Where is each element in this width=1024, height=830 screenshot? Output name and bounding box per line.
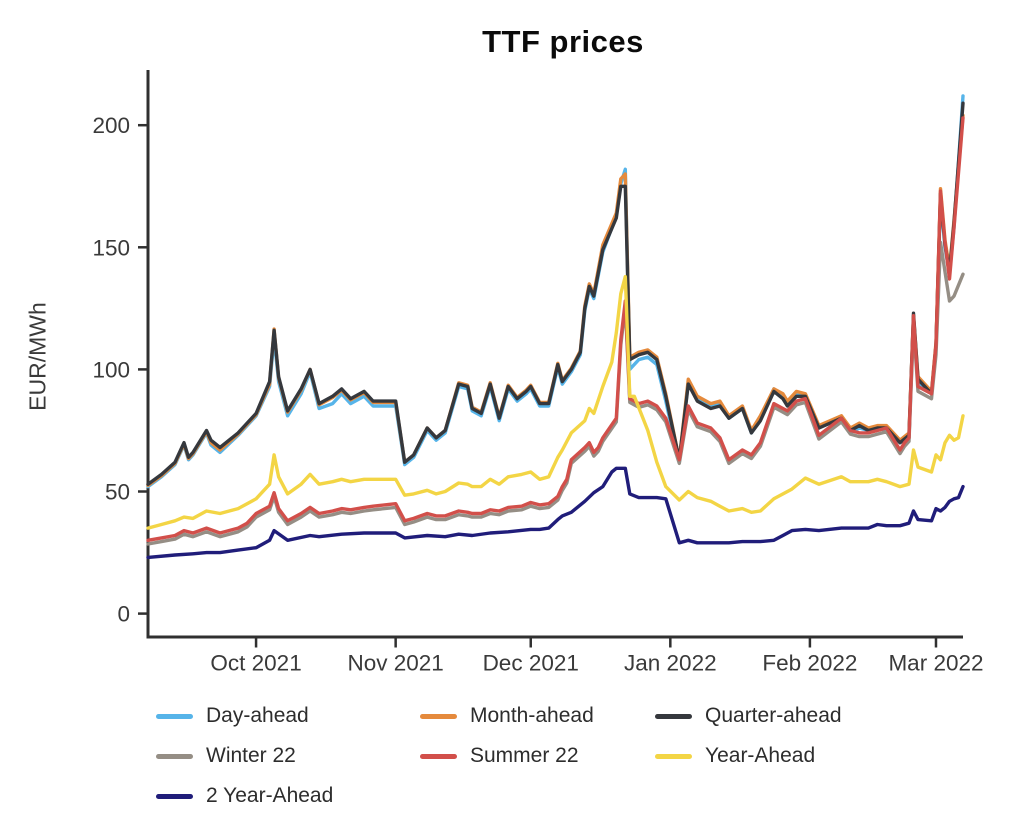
y-tick-label: 200 xyxy=(92,113,130,138)
series-line-day-ahead xyxy=(146,94,965,489)
legend-item-quarter-ahead: Quarter-ahead xyxy=(655,702,842,730)
legend-swatch xyxy=(655,713,692,719)
legend-swatch xyxy=(420,713,457,719)
legend-label: Month-ahead xyxy=(470,704,594,727)
series-line-year-ahead xyxy=(146,274,965,530)
series-line-summer-22 xyxy=(146,116,965,542)
y-tick-label: 100 xyxy=(92,357,130,382)
chart-title: TTF prices xyxy=(482,24,644,59)
legend-label: Year-Ahead xyxy=(705,744,816,767)
legend-label: Quarter-ahead xyxy=(705,704,842,727)
legend-label: 2 Year-Ahead xyxy=(206,784,334,807)
legend: Day-ahead Month-ahead Quarter-ahead Winter … xyxy=(156,702,842,810)
series-line-2-year-ahead xyxy=(146,466,965,560)
legend-swatch xyxy=(156,753,193,759)
legend-item-day-ahead: Day-ahead xyxy=(156,702,420,730)
legend-swatch xyxy=(156,713,193,719)
y-axis-title: EUR/MWh xyxy=(24,302,51,411)
x-tick-label: Dec 2021 xyxy=(483,651,579,676)
series-line-month-ahead xyxy=(146,113,965,488)
legend-swatch xyxy=(420,753,457,759)
legend-item-summer-22: Summer 22 xyxy=(420,742,655,770)
legend-item-month-ahead: Month-ahead xyxy=(420,702,655,730)
legend-item-year-ahead: Year-Ahead xyxy=(655,742,842,770)
legend-item-2-year-ahead: 2 Year-Ahead xyxy=(156,782,420,810)
series-line-quarter-ahead xyxy=(146,101,965,486)
y-tick-label: 0 xyxy=(117,602,130,627)
x-tick-label: Feb 2022 xyxy=(762,651,857,676)
x-tick-label: Jan 2022 xyxy=(624,651,717,676)
legend-item-winter-22: Winter 22 xyxy=(156,742,420,770)
legend-swatch xyxy=(156,793,193,799)
legend-label: Winter 22 xyxy=(206,744,296,767)
legend-swatch xyxy=(655,753,692,759)
y-tick-label: 50 xyxy=(105,480,130,505)
x-tick-label: Oct 2021 xyxy=(210,651,301,676)
legend-label: Day-ahead xyxy=(206,704,309,727)
x-tick-label: Nov 2021 xyxy=(347,651,443,676)
x-tick-label: Mar 2022 xyxy=(888,651,983,676)
legend-label: Summer 22 xyxy=(470,744,579,767)
y-tick-label: 150 xyxy=(92,235,130,260)
